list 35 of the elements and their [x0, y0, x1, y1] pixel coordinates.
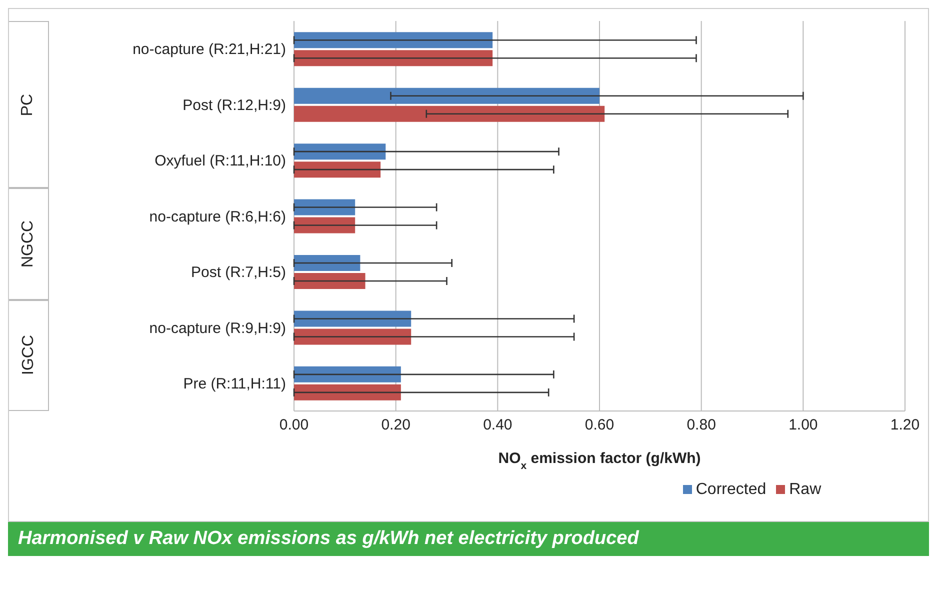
bar	[294, 366, 401, 382]
legend-label: Raw	[789, 481, 822, 498]
y-tick-label: Post (R:7,H:5)	[190, 264, 286, 282]
text: PC	[19, 93, 38, 116]
bar	[294, 88, 600, 104]
y-tick-label: Pre (R:11,H:11)	[183, 375, 286, 392]
y-tick-label: no-capture (R:21,H:21)	[132, 41, 286, 58]
bar	[294, 106, 605, 122]
x-tick-label: 0.40	[483, 416, 512, 434]
x-tick-label: 1.00	[788, 416, 818, 434]
x-tick-label: 0.60	[584, 416, 614, 434]
y-tick-label: Post (R:12,H:9)	[182, 96, 286, 114]
bar	[294, 162, 381, 178]
bar	[294, 217, 356, 234]
x-tick-label: 0.80	[686, 416, 716, 434]
text: Harmonised v Raw NOx emissions as g/kWh net electricity produced	[8, 522, 929, 556]
bar	[294, 255, 360, 271]
legend-label: Corrected	[696, 481, 766, 498]
bar	[294, 328, 412, 345]
x-tick-label: 0.00	[279, 416, 309, 434]
y-tick-label: Oxyfuel (R:11,H:10)	[154, 152, 286, 170]
text: IGCC	[20, 335, 38, 376]
y-tick-label: no-capture (R:9,H:9)	[149, 320, 286, 337]
bar	[294, 50, 493, 66]
x-axis-title: NO$_{x}$ emission factor (g/kWh)	[498, 450, 701, 472]
bar	[294, 273, 366, 289]
bar	[294, 144, 386, 160]
x-tick-label: 0.20	[381, 416, 410, 434]
x-tick-label: 1.20	[890, 416, 920, 434]
bar	[294, 32, 493, 48]
bar	[294, 199, 356, 216]
y-tick-label: no-capture (R:6,H:6)	[149, 208, 286, 226]
bar	[294, 310, 412, 327]
text: NGCC	[20, 220, 38, 268]
bar	[294, 384, 401, 400]
